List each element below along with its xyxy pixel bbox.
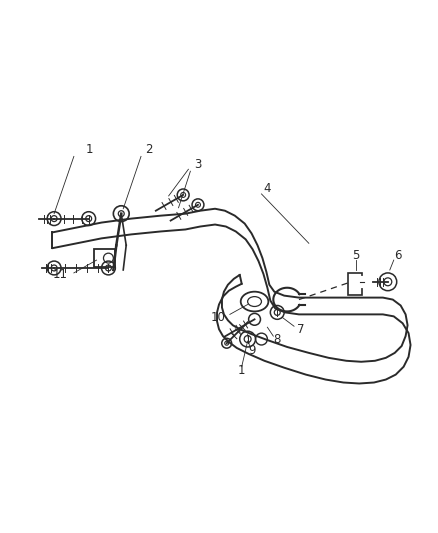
Bar [94, 249, 115, 267]
Text: 10: 10 [211, 311, 226, 324]
Text: 5: 5 [353, 249, 360, 262]
Text: 3: 3 [194, 158, 202, 171]
Text: 7: 7 [297, 322, 305, 336]
Text: 8: 8 [274, 333, 281, 345]
Text: 2: 2 [145, 143, 153, 156]
Text: 11: 11 [53, 269, 67, 281]
Text: 4: 4 [264, 182, 271, 196]
Text: 1: 1 [238, 364, 245, 377]
Text: 6: 6 [394, 249, 402, 262]
Text: 9: 9 [248, 344, 255, 358]
Text: 1: 1 [86, 143, 93, 156]
Bar [348, 273, 362, 295]
